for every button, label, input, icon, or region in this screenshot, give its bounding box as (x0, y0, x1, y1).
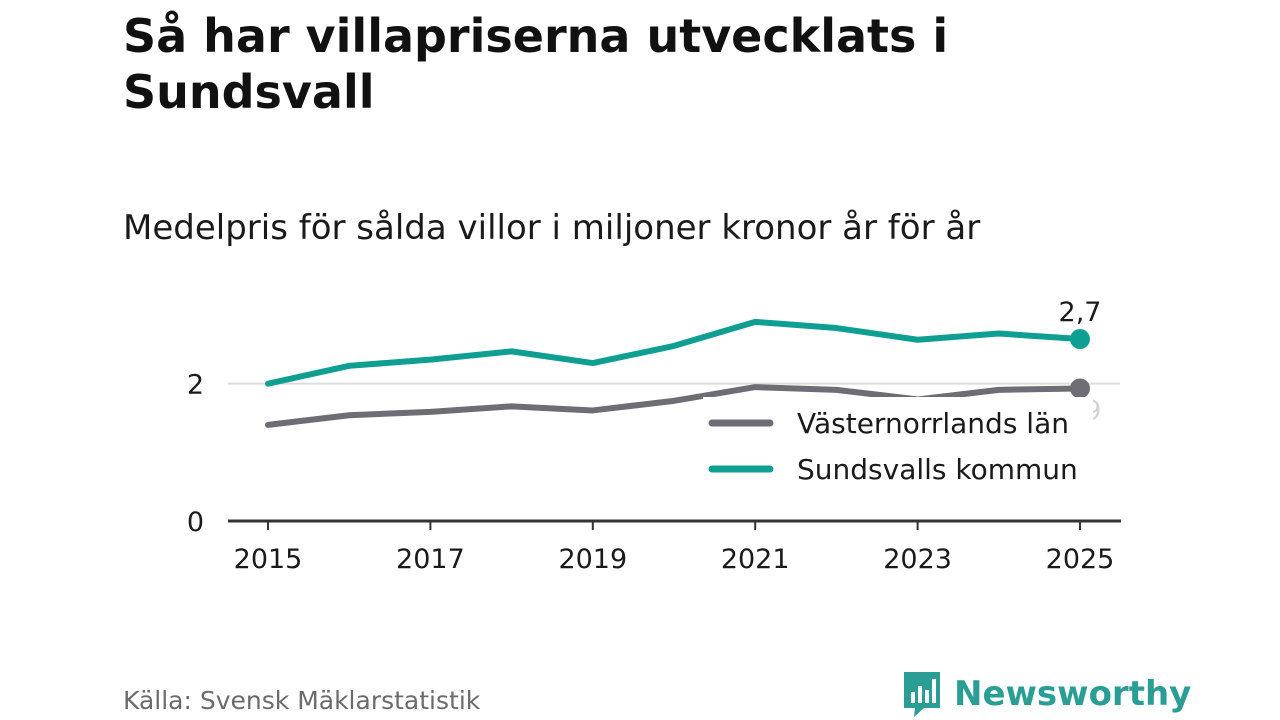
source-note: Källa: Svensk Mäklarstatistik (123, 686, 481, 715)
brand-name: Newsworthy (954, 674, 1192, 714)
legend-label: Västernorrlands län (797, 407, 1069, 440)
x-tick-label: 2025 (1046, 544, 1115, 575)
x-tick-label: 2021 (721, 544, 790, 575)
legend-background (703, 397, 1093, 492)
series-line-1 (265, 318, 1083, 387)
chart-title: Så har villapriserna utvecklats i Sundsv… (123, 9, 949, 119)
chart-subtitle: Medelpris för sålda villor i miljoner kr… (123, 208, 981, 248)
end-label-sundsvall: 2,7 (1059, 297, 1102, 328)
brand-logo[interactable]: Newsworthy (902, 668, 1191, 720)
x-tick-label: 2023 (883, 544, 952, 575)
y-tick-label: 2 (187, 370, 204, 401)
y-tick-label: 0 (187, 507, 204, 538)
newsworthy-logo-icon (904, 672, 940, 717)
x-tick-label: 2019 (558, 544, 627, 575)
series-line-0 (265, 384, 1083, 428)
series-end-point-1 (1070, 329, 1090, 350)
legend-label: Sundsvalls kommun (797, 453, 1078, 486)
x-tick-label: 2015 (234, 544, 303, 575)
series-end-point-0 (1070, 378, 1090, 399)
x-tick-label: 2017 (396, 544, 465, 575)
